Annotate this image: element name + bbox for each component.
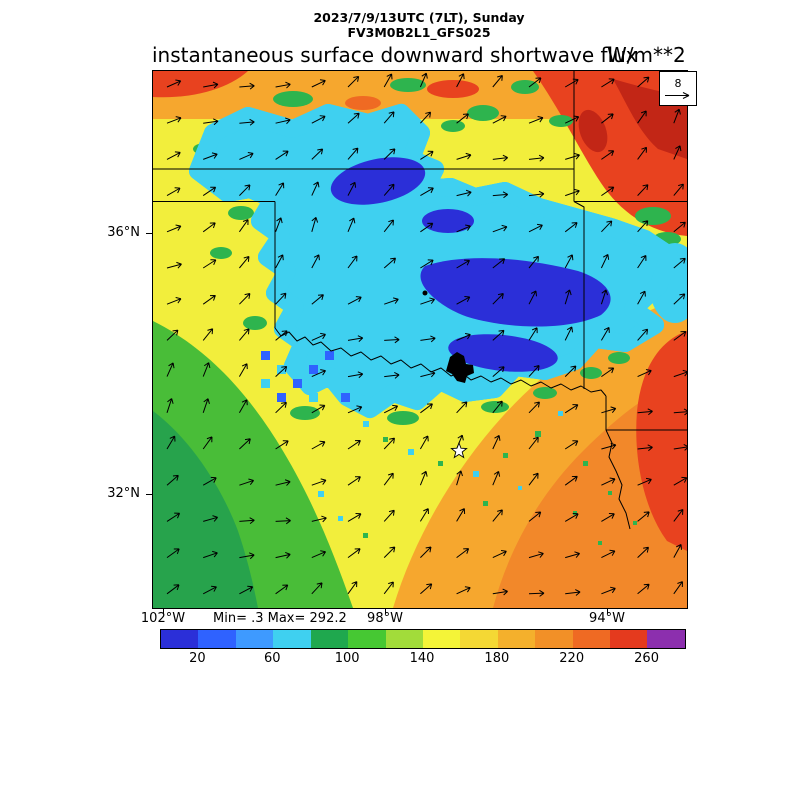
- map-canvas: [152, 70, 688, 609]
- colorbar-segment: [610, 630, 648, 648]
- lon-tick-102w: 102°W: [140, 611, 186, 626]
- colorbar-tick-label: 20: [189, 651, 206, 666]
- units-label: W/m**2: [607, 43, 686, 67]
- wind-reference-box: 8: [659, 71, 697, 106]
- colorbar-segment: [273, 630, 311, 648]
- axis-tick: [146, 233, 153, 234]
- colorbar-segment: [497, 630, 536, 648]
- wind-reference-arrow: [665, 92, 690, 99]
- station-marker: [422, 290, 428, 296]
- colorbar-segment: [460, 630, 498, 648]
- flux-map-svg: [153, 71, 687, 608]
- axis-tick: [385, 608, 386, 614]
- colorbar-tick-label: 60: [264, 651, 281, 666]
- colorbar-segment: [161, 630, 199, 648]
- colorbar-segment: [535, 630, 573, 648]
- wind-reference-value: 8: [674, 77, 682, 90]
- axis-tick: [607, 608, 608, 614]
- plot-title: instantaneous surface downward shortwave…: [152, 43, 638, 67]
- colorbar-tick-label: 140: [409, 651, 435, 666]
- colorbar-tick-label: 100: [334, 651, 360, 666]
- lake-texoma: [446, 352, 474, 383]
- star-marker: [450, 441, 468, 459]
- speckle-layer: [261, 351, 637, 545]
- axis-tick: [163, 608, 164, 614]
- axis-tick: [146, 494, 153, 495]
- colorbar-segment: [647, 630, 685, 648]
- flux-field: [153, 71, 687, 608]
- red-river-border: [274, 327, 607, 397]
- colorbar-segment: [310, 630, 349, 648]
- minmax-label: Min= .3 Max= 292.2: [213, 611, 347, 626]
- colorbar-tick-labels: 20 60 100 140 180 220 260: [160, 651, 684, 667]
- state-borders: [153, 71, 687, 530]
- model-header: FV3M0B2L1_GFS025: [347, 25, 491, 40]
- sabine-border: [605, 429, 631, 530]
- lon-tick-94w: 94°W: [589, 611, 625, 626]
- timestamp-header: 2023/7/9/13UTC (7LT), Sunday: [313, 10, 525, 25]
- colorbar-tick-label: 180: [484, 651, 510, 666]
- colorbar: [160, 629, 686, 649]
- colorbar-tick-label: 220: [559, 651, 585, 666]
- colorbar-segment: [348, 630, 386, 648]
- colorbar-segment: [572, 630, 611, 648]
- lat-tick-32n: 32°N: [107, 486, 140, 501]
- colorbar-tick-label: 260: [634, 651, 659, 666]
- colorbar-segment: [198, 630, 236, 648]
- lon-tick-98w: 98°W: [367, 611, 403, 626]
- colorbar-segment: [235, 630, 274, 648]
- colorbar-segment: [422, 630, 461, 648]
- lat-tick-36n: 36°N: [107, 225, 140, 240]
- colorbar-segment: [385, 630, 423, 648]
- markers: [422, 290, 474, 459]
